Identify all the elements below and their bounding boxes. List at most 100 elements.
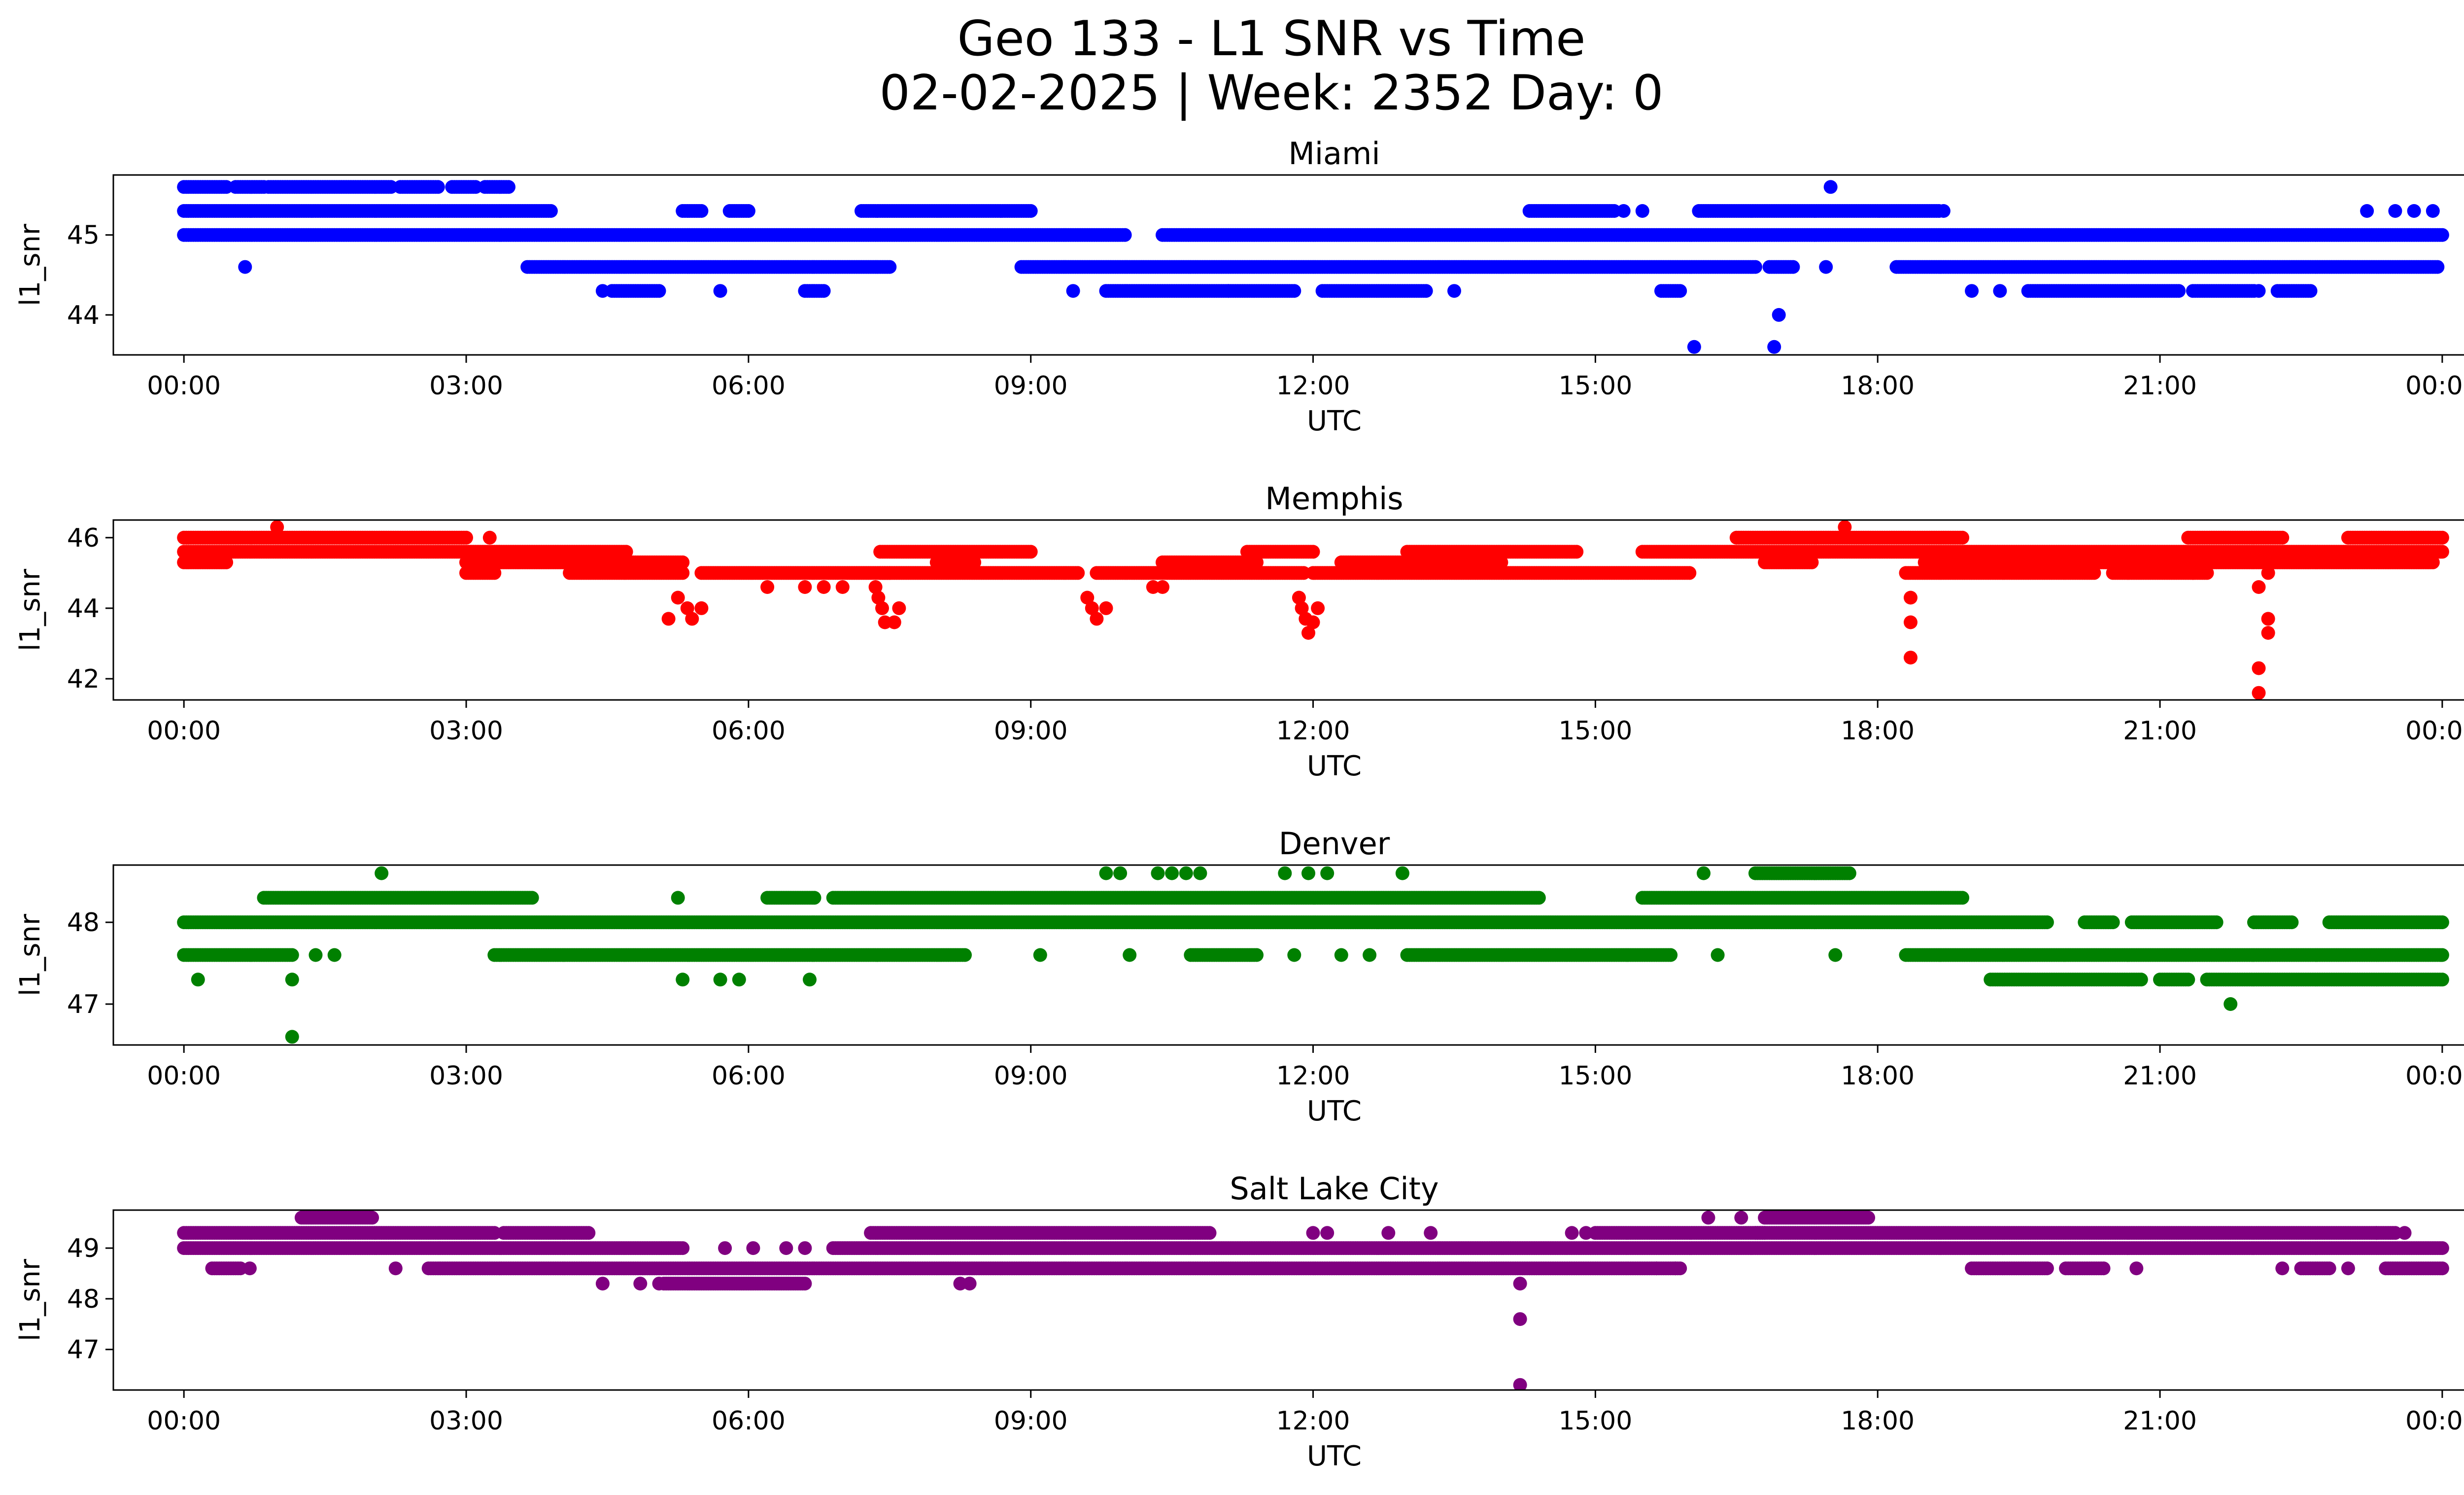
data-point <box>431 180 445 194</box>
data-point <box>525 891 539 905</box>
data-point <box>2261 566 2275 580</box>
data-point <box>671 591 685 605</box>
x-tick-label: 09:00 <box>994 371 1068 401</box>
x-tick-label: 00:00 <box>147 371 221 401</box>
data-point <box>2360 204 2374 218</box>
data-point <box>2435 530 2449 545</box>
data-point <box>487 566 502 580</box>
data-point <box>595 284 610 298</box>
data-point <box>1682 566 1697 580</box>
y-tick-label: 46 <box>67 523 100 553</box>
data-point <box>868 580 883 594</box>
data-point <box>2252 284 2266 298</box>
x-tick-label: 12:00 <box>1276 716 1350 746</box>
data-point <box>2426 204 2440 218</box>
data-point <box>1748 260 1762 274</box>
data-point <box>2261 626 2275 640</box>
x-tick-label: 21:00 <box>2123 716 2197 746</box>
data-point <box>502 180 515 194</box>
y-tick-label: 45 <box>67 221 100 250</box>
data-point <box>1080 591 1095 605</box>
data-point <box>1156 580 1169 594</box>
data-point <box>871 591 886 605</box>
data-point <box>967 555 982 569</box>
data-point <box>741 204 755 218</box>
x-tick-label: 21:00 <box>2123 371 2197 401</box>
data-point <box>544 204 558 218</box>
data-point <box>2252 686 2266 700</box>
scatter-points <box>177 180 2449 354</box>
x-axis-label: UTC <box>1307 750 1362 782</box>
axes-frame <box>112 519 2464 701</box>
x-tick-label: 03:00 <box>429 716 503 746</box>
data-point <box>1306 545 1320 559</box>
data-point <box>817 284 831 298</box>
y-tick-label: 44 <box>67 594 100 624</box>
data-point <box>2252 661 2266 675</box>
data-point <box>2186 566 2200 580</box>
data-point <box>1099 601 1113 615</box>
panel-title: Memphis <box>1265 481 1403 517</box>
data-point <box>1772 308 1786 322</box>
data-point <box>1311 601 1325 615</box>
x-tick-label: 18:00 <box>1841 371 1915 401</box>
data-point <box>1904 591 1917 605</box>
data-point <box>459 530 473 545</box>
data-point <box>694 204 709 218</box>
data-point <box>1993 284 2007 298</box>
data-point <box>887 615 901 629</box>
data-point <box>1687 340 1701 354</box>
data-point <box>1024 545 1038 559</box>
data-point <box>1838 520 1852 534</box>
data-point <box>1447 284 1461 298</box>
data-point <box>2303 284 2318 298</box>
data-point <box>1673 284 1687 298</box>
data-point <box>685 612 699 626</box>
data-point <box>713 284 727 298</box>
data-point <box>2435 228 2449 242</box>
data-point <box>482 530 497 545</box>
data-point <box>1494 555 1508 569</box>
data-point <box>676 566 690 580</box>
data-point <box>1819 260 1833 274</box>
data-point <box>1118 228 1132 242</box>
data-point <box>1292 591 1306 605</box>
data-point <box>1904 615 1917 629</box>
panel-title: Miami <box>1288 136 1380 172</box>
data-point <box>270 520 284 534</box>
data-point <box>238 260 252 274</box>
chart-title-line1: Geo 133 - L1 SNR vs Time <box>958 11 1586 67</box>
data-point <box>1301 626 1315 640</box>
data-point <box>1570 545 1584 559</box>
x-tick-label: 15:00 <box>1558 716 1632 746</box>
data-point <box>1090 612 1104 626</box>
data-point <box>1786 260 1800 274</box>
data-point <box>1221 284 1235 298</box>
scatter-points <box>177 520 2449 700</box>
data-point <box>661 612 676 626</box>
data-point <box>1805 555 1819 569</box>
x-tick-label: 00:00 <box>2405 371 2464 401</box>
y-tick-label: 44 <box>67 301 100 330</box>
data-point <box>1306 615 1320 629</box>
data-point <box>219 555 234 569</box>
data-point <box>619 545 633 559</box>
data-point <box>875 601 889 615</box>
data-point <box>1287 284 1301 298</box>
x-tick-label: 15:00 <box>1558 371 1632 401</box>
data-point <box>1767 340 1781 354</box>
x-tick-label: 09:00 <box>994 716 1068 746</box>
data-point <box>798 580 812 594</box>
x-axis-label: UTC <box>1307 405 1362 437</box>
data-point <box>652 284 666 298</box>
chart-title-line2: 02-02-2025 | Week: 2352 Day: 0 <box>880 65 1664 121</box>
data-point <box>2407 204 2421 218</box>
data-point <box>1904 651 1917 665</box>
data-point <box>1066 284 1080 298</box>
data-point <box>2388 204 2402 218</box>
data-point <box>1250 555 1264 569</box>
